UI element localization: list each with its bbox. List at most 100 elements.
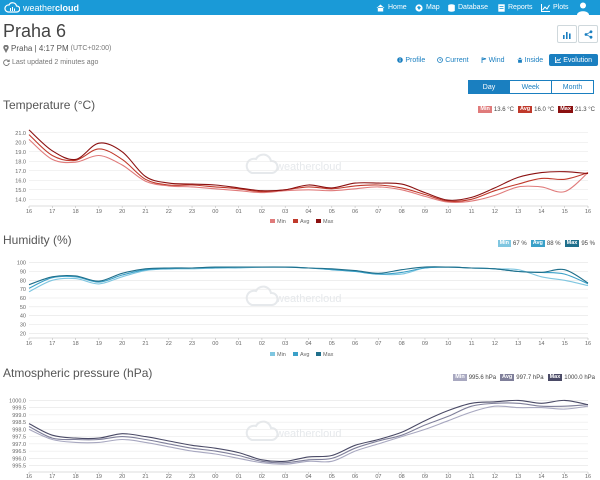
pressure-x-tick-label: 05 (329, 474, 335, 480)
period-selector: Day Week Month (468, 80, 594, 94)
temperature-x-tick-label: 05 (329, 209, 335, 215)
pressure-x-tick-label: 03 (282, 474, 288, 480)
watermark-text: weathercloud (275, 293, 341, 305)
humidity-y-tick-label: 50 (20, 305, 26, 311)
watermark-cloud-icon (245, 285, 279, 306)
pressure-series-max-line (28, 399, 589, 463)
humidity-legend-swatch (270, 352, 275, 356)
humidity-legend-label: Avg (300, 352, 309, 358)
humidity-y-tick-label: 100 (17, 261, 26, 267)
tab-profile[interactable]: Profile (391, 54, 431, 66)
temperature-max-value: 21.3 °C (574, 106, 595, 113)
period-day-button[interactable]: Day (468, 80, 510, 94)
humidity-legend-label: Min (277, 352, 286, 358)
pressure-y-tick-label: 997.5 (12, 435, 26, 441)
temperature-x-tick-label: 15 (562, 209, 568, 215)
tab-evolution-label: Evolution (563, 56, 592, 64)
clock-icon (437, 57, 444, 63)
period-month-button[interactable]: Month (552, 80, 594, 94)
humidity-x-tick-label: 08 (399, 341, 405, 347)
pressure-min-value: 995.6 hPa (468, 374, 497, 381)
timezone: (UTC+02:00) (70, 45, 112, 52)
temperature-x-tick-label: 22 (166, 209, 172, 215)
last-updated-text: Last updated 2 minutes ago (12, 59, 99, 66)
pressure-x-tick-label: 19 (96, 474, 102, 480)
watermark-text: weathercloud (275, 428, 341, 440)
temperature-min-stat: Min 13.6 °C (478, 106, 514, 113)
humidity-x-tick-label: 16 (585, 341, 591, 347)
pressure-series-avg-line (28, 402, 589, 464)
period-week-button[interactable]: Week (510, 80, 552, 94)
pressure-y-tick-label: 996.0 (12, 456, 26, 462)
humidity-x-tick-label: 11 (469, 341, 475, 347)
temperature-legend-swatch (270, 219, 275, 223)
pressure-min-stat: Min 995.6 hPa (453, 374, 496, 381)
pressure-x-tick-label: 13 (515, 474, 521, 480)
temperature-y-tick-label: 21.0 (15, 131, 26, 137)
temperature-x-tick-label: 17 (49, 209, 55, 215)
nav-database[interactable]: Database (448, 0, 488, 15)
tab-wind[interactable]: Wind (475, 54, 511, 66)
humidity-x-tick-label: 19 (96, 341, 102, 347)
temperature-series-max-line (28, 129, 589, 201)
temperature-legend-label: Min (277, 219, 286, 225)
humidity-x-tick-label: 09 (422, 341, 428, 347)
temperature-x-tick-label: 21 (142, 209, 148, 215)
brand-logo[interactable]: weather cloud (4, 0, 79, 15)
temperature-x-tick-label: 23 (189, 209, 195, 215)
top-navbar: weather cloud Home Map Database Reports P… (0, 0, 600, 15)
nav-home[interactable]: Home (376, 0, 407, 15)
avg-tag: Avg (500, 374, 515, 381)
max-tag: Max (564, 240, 580, 247)
user-menu[interactable] (576, 0, 590, 15)
humidity-x-tick-label: 23 (189, 341, 195, 347)
home-icon (376, 4, 385, 11)
tab-profile-label: Profile (405, 56, 426, 64)
tab-inside-label: Inside (524, 56, 544, 64)
humidity-series-min-line (28, 266, 589, 293)
humidity-x-tick-label: 07 (375, 341, 381, 347)
pressure-y-tick-label: 998.0 (12, 427, 26, 433)
pressure-title: Atmospheric pressure (hPa) (3, 366, 153, 380)
tab-evolution[interactable]: Evolution (549, 54, 598, 66)
humidity-x-tick-label: 14 (538, 341, 544, 347)
nav-plots[interactable]: Plots (541, 0, 569, 15)
temperature-x-tick-label: 16 (585, 209, 591, 215)
temperature-y-tick-label: 18.0 (15, 159, 26, 165)
humidity-x-tick-label: 12 (492, 341, 498, 347)
pressure-y-tick-label: 998.5 (12, 420, 26, 426)
temperature-legend-label: Avg (300, 219, 309, 225)
humidity-y-tick-label: 70 (20, 287, 26, 293)
pressure-x-tick-label: 08 (399, 474, 405, 480)
temperature-y-tick-label: 14.0 (15, 197, 26, 203)
nav-reports[interactable]: Reports (498, 0, 533, 15)
humidity-x-tick-label: 22 (166, 341, 172, 347)
pressure-y-tick-label: 999.0 (12, 413, 26, 419)
humidity-y-tick-label: 30 (20, 323, 26, 329)
nav-map[interactable]: Map (415, 0, 440, 15)
pressure-x-tick-label: 01 (236, 474, 242, 480)
tab-current[interactable]: Current (431, 54, 474, 66)
temperature-x-tick-label: 18 (73, 209, 79, 215)
humidity-x-tick-label: 13 (515, 341, 521, 347)
share-button[interactable] (578, 25, 598, 43)
temperature-x-tick-label: 14 (538, 209, 544, 215)
pressure-avg-stat: Avg 997.7 hPa (500, 374, 544, 381)
humidity-y-tick-label: 90 (20, 269, 26, 275)
temperature-avg-stat: Avg 16.0 °C (517, 106, 554, 113)
tab-inside[interactable]: Inside (511, 54, 550, 66)
temperature-x-tick-label: 00 (212, 209, 218, 215)
location-time: Praha | 4:17 PM (11, 44, 69, 53)
database-icon (448, 3, 455, 12)
humidity-x-tick-label: 20 (119, 341, 125, 347)
chart-view-button[interactable] (557, 25, 577, 43)
humidity-min-value: 67 % (513, 240, 527, 247)
pressure-x-tick-label: 18 (73, 474, 79, 480)
humidity-x-tick-label: 01 (236, 341, 242, 347)
temperature-y-tick-label: 20.0 (15, 140, 26, 146)
humidity-y-tick-label: 60 (20, 296, 26, 302)
pressure-avg-value: 997.7 hPa (516, 374, 544, 381)
humidity-x-tick-label: 15 (562, 341, 568, 347)
